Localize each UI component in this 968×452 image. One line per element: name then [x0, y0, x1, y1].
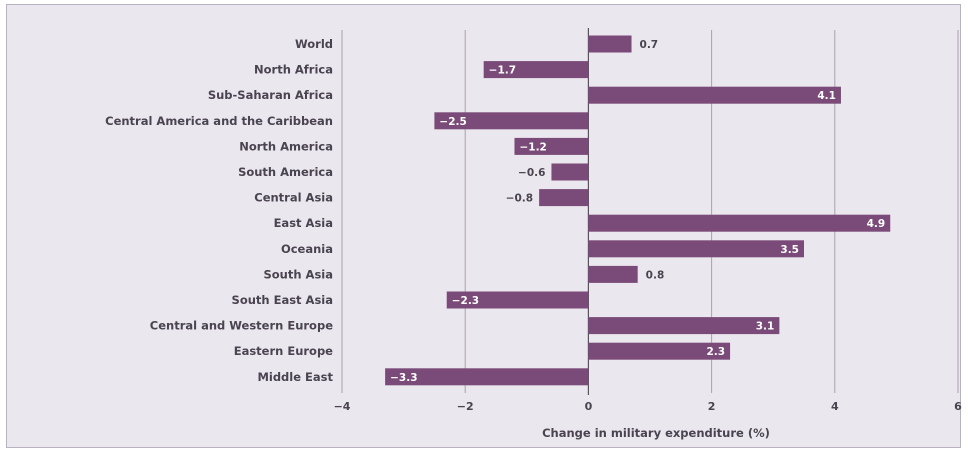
bar-13	[385, 368, 589, 386]
x-axis-title: Change in military expenditure (%)	[542, 426, 770, 440]
category-label: North Africa	[254, 63, 333, 77]
category-label: World	[295, 37, 333, 51]
category-label: South America	[238, 165, 333, 179]
bar-11	[588, 317, 780, 335]
category-label: Middle East	[257, 370, 333, 384]
category-label: South East Asia	[232, 293, 333, 307]
category-label: Central America and the Caribbean	[105, 114, 333, 128]
bar-10	[446, 291, 589, 309]
value-label: 3.5	[780, 244, 799, 256]
value-label: −1.2	[519, 141, 546, 153]
value-label: 4.1	[817, 90, 836, 102]
value-label: 2.3	[706, 346, 725, 358]
x-tick-label: 6	[954, 400, 962, 413]
x-tick-label: 2	[708, 400, 716, 413]
x-tick-label: 0	[585, 400, 593, 413]
x-tick-label: −2	[457, 400, 474, 413]
value-label: −2.5	[439, 116, 466, 128]
category-label: Central Asia	[254, 191, 333, 205]
value-label: 4.9	[867, 218, 886, 230]
category-label: North America	[239, 139, 333, 153]
value-label: 0.7	[640, 39, 659, 51]
x-tick-label: −4	[334, 400, 351, 413]
bar-9	[588, 265, 638, 283]
bar-12	[588, 342, 731, 360]
value-label: 0.8	[646, 269, 665, 281]
bar-7	[588, 214, 891, 232]
bar-0	[588, 35, 632, 53]
value-label: −1.7	[489, 65, 516, 77]
value-label: −2.3	[452, 295, 479, 307]
bar-4	[514, 137, 589, 155]
category-label: East Asia	[274, 216, 333, 230]
bar-2	[588, 86, 841, 104]
bar-3	[434, 112, 589, 130]
category-label: Sub-Saharan Africa	[208, 88, 333, 102]
bar-8	[588, 240, 804, 258]
bar-1	[483, 61, 589, 79]
value-label: −0.8	[506, 193, 533, 205]
category-label: South Asia	[263, 267, 333, 281]
category-label: Eastern Europe	[234, 344, 333, 358]
bar-5	[551, 163, 589, 181]
bar-6	[539, 189, 589, 207]
value-label: −0.6	[518, 167, 545, 179]
value-label: 3.1	[756, 321, 775, 333]
x-tick-label: 4	[831, 400, 839, 413]
category-label: Oceania	[281, 242, 333, 256]
value-label: −3.3	[390, 372, 417, 384]
category-label: Central and Western Europe	[150, 319, 333, 333]
